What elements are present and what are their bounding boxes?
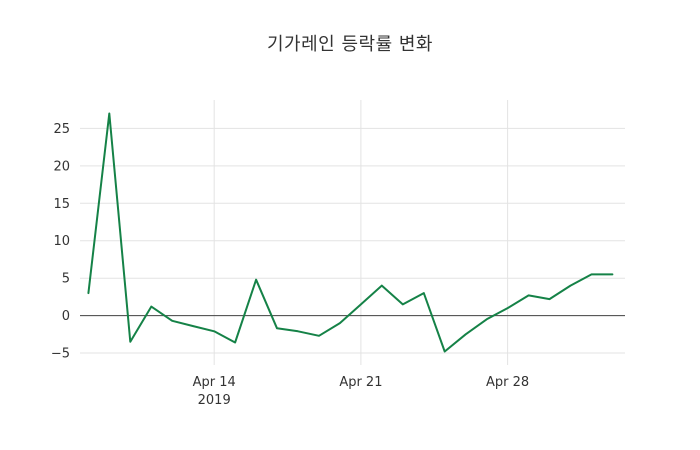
series-line bbox=[87, 112, 614, 353]
y-tick-label: 15 bbox=[53, 197, 70, 212]
x-tick-label: Apr 28 bbox=[486, 375, 529, 390]
y-tick-label: 25 bbox=[53, 122, 70, 137]
y-tick-label: 10 bbox=[53, 234, 70, 249]
y-tick-label: 5 bbox=[62, 272, 70, 287]
chart-title: 기가레인 등락률 변화 bbox=[267, 34, 433, 55]
x-tick-sublabel: 2019 bbox=[198, 393, 231, 408]
y-tick-label: 0 bbox=[62, 309, 70, 324]
x-tick-label: Apr 14 bbox=[193, 375, 236, 390]
x-tick-label: Apr 21 bbox=[339, 375, 382, 390]
y-tick-label: −5 bbox=[51, 347, 70, 362]
y-tick-label: 20 bbox=[53, 159, 70, 174]
